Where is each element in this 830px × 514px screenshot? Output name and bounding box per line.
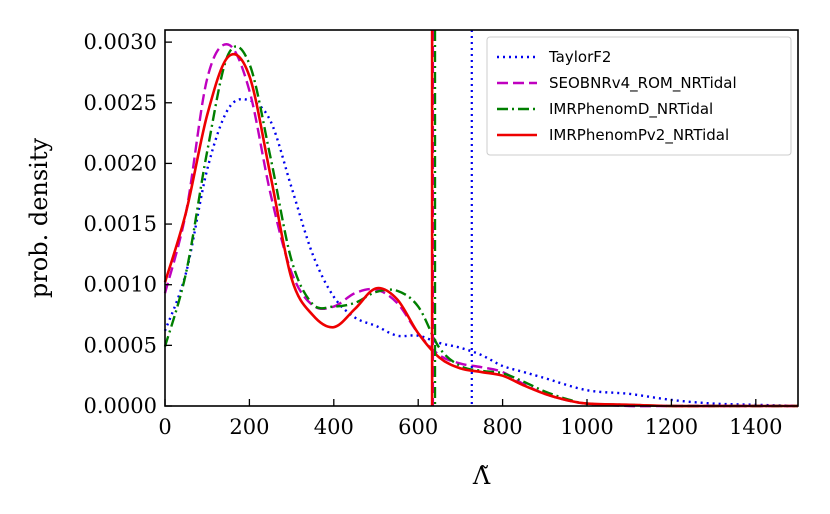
legend: TaylorF2 SEOBNRv4_ROM_NRTidal IMRPhenomD_N… xyxy=(486,36,792,156)
legend-label-imrphenomd-nrtidal: IMRPhenomD_NRTidal xyxy=(549,100,713,119)
x-tick-label: 200 xyxy=(229,415,269,439)
y-axis-label: prob. density xyxy=(25,137,53,298)
x-tick-label: 800 xyxy=(483,415,523,439)
legend-label-imrphenompv2-nrtidal: IMRPhenomPv2_NRTidal xyxy=(549,126,729,145)
y-tick-label: 0.0025 xyxy=(84,91,157,115)
y-tick-label: 0.0005 xyxy=(84,333,157,357)
y-tick-label: 0.0020 xyxy=(84,151,157,175)
x-tick-label: 400 xyxy=(314,415,354,439)
x-axis-label: Λ̃ xyxy=(472,462,491,490)
y-tick-label: 0.0000 xyxy=(84,394,157,418)
legend-label-seobnrv4-rom-nrtidal: SEOBNRv4_ROM_NRTidal xyxy=(549,74,737,93)
legend-label-taylorf2: TaylorF2 xyxy=(548,48,611,66)
plot-frame xyxy=(164,29,799,407)
y-tick-label: 0.0015 xyxy=(84,212,157,236)
ticks-layer: 0 200 400 600 800 1000 1200 1400 0.0000 0.0005 0.0… xyxy=(84,30,783,439)
x-tick-label: 0 xyxy=(158,415,171,439)
x-tick-label: 1400 xyxy=(729,415,782,439)
y-tick-label: 0.0010 xyxy=(84,273,157,297)
x-tick-label: 1000 xyxy=(560,415,613,439)
legend-box xyxy=(486,36,792,156)
x-tick-label: 1200 xyxy=(645,415,698,439)
y-tick-label: 0.0030 xyxy=(84,30,157,54)
vlines-layer xyxy=(430,30,473,406)
x-tick-label: 600 xyxy=(398,415,438,439)
